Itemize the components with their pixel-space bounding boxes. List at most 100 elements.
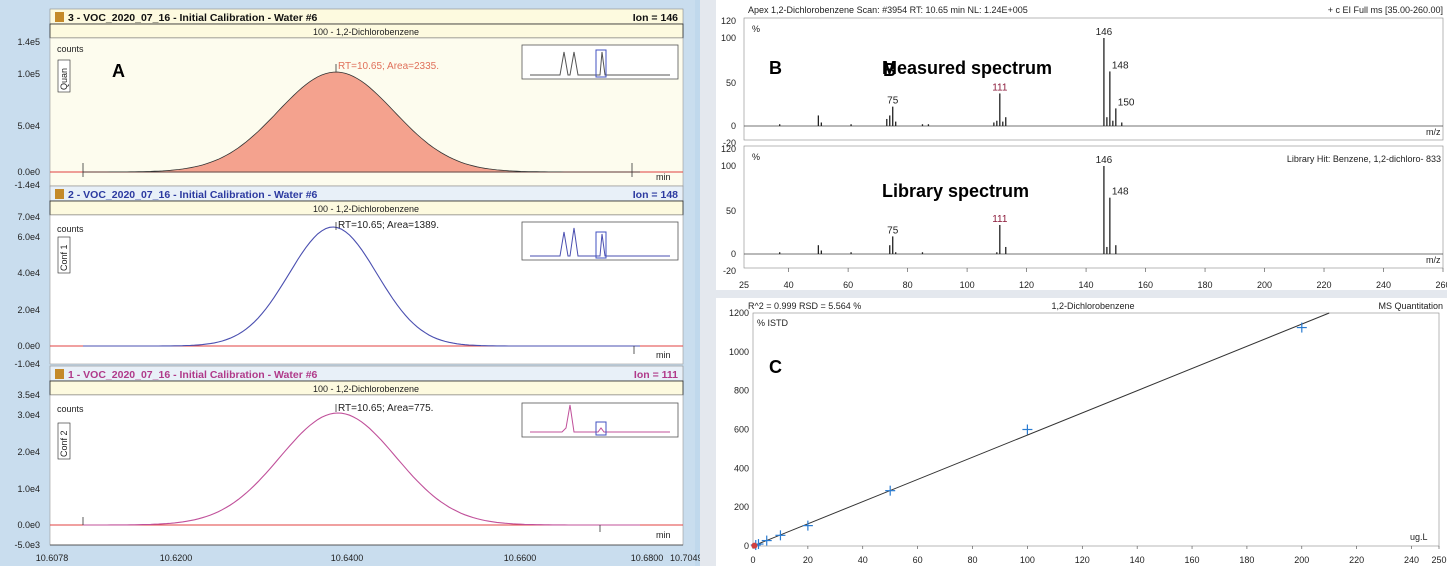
calib-x-ticks: 0 20 40 60 80 100 120 140 160 180 200 220 240 250 [750,546,1447,565]
svg-text:-1.0e4: -1.0e4 [14,359,40,369]
svg-text:3.0e4: 3.0e4 [17,410,40,420]
calibration-point[interactable] [802,520,813,531]
svg-text:0: 0 [731,249,736,259]
calibration-point[interactable] [885,485,896,496]
svg-text:120: 120 [721,16,736,26]
horizontal-splitter[interactable] [716,290,1447,298]
chrom-compound: 100 - 1,2-Dichlorobenzene [313,384,419,394]
peak-label: 148 [1112,187,1129,198]
x-tick: 25 [739,280,749,290]
peak-label: 150 [1118,97,1135,108]
mz-units: m/z [1426,127,1441,137]
peak-label: 75 [887,96,899,107]
calibration-point[interactable] [775,530,786,541]
measured-spectrum[interactable]: % B Measured spectrum 146 148 150 111 75 m/z [743,17,1444,141]
x-tick: 260 [1435,280,1447,290]
peak-label: 111 [992,214,1008,225]
thumbnail-overview[interactable] [521,44,679,80]
svg-text:0.0e0: 0.0e0 [17,341,40,351]
y-tick: 0 [744,541,749,551]
y-axis-labels: 1.4e5 1.0e5 5.0e4 0.0e0 -1.4e4 7.0e4 6.0… [14,37,40,550]
units-min: min [656,530,671,540]
peak-label: 146 [1096,27,1113,38]
x-tick: 0 [750,555,755,565]
calibration-point[interactable] [761,535,772,546]
peak-trace [83,226,640,347]
y-tick: 600 [734,425,749,435]
y-label: % ISTD [757,318,789,328]
chrom-compound: 100 - 1,2-Dichlorobenzene [313,204,419,214]
svg-text:-1.4e4: -1.4e4 [14,180,40,190]
x-tick: 120 [1019,280,1034,290]
chromatogram-quan[interactable]: 3 - VOC_2020_07_16 - Initial Calibration… [49,8,684,187]
calib-y-ticks: 1200 1000 800 600 400 200 0 [729,308,749,551]
svg-text:0.0e0: 0.0e0 [17,520,40,530]
role-tag: Conf 1 [57,236,71,274]
svg-text:10.6078: 10.6078 [36,553,69,563]
x-units: ug.L [1410,532,1428,542]
thumbnail-overview[interactable] [521,221,679,261]
chrom-title: 1 - VOC_2020_07_16 - Initial Calibration… [68,369,318,381]
peak-label: 146 [1096,155,1113,166]
counts-label: counts [57,224,84,234]
x-tick: 240 [1404,555,1419,565]
x-tick: 180 [1239,555,1254,565]
x-tick: 180 [1198,280,1213,290]
peak-label: 111 [992,82,1008,93]
x-tick: 40 [784,280,794,290]
calibration-point[interactable] [1296,322,1307,333]
chromatogram-icon [55,12,64,22]
svg-text:Quan: Quan [59,68,69,90]
counts-label: counts [57,44,84,54]
svg-text:5.0e4: 5.0e4 [17,121,40,131]
x-tick: 200 [1294,555,1309,565]
chrom-ion: Ion = 111 [634,369,678,381]
vertical-splitter[interactable] [700,0,716,566]
calibration-panel: R^2 = 0.999 RSD = 5.564 % 1,2-Dichlorobe… [716,298,1447,566]
fit-statistics: R^2 = 0.999 RSD = 5.564 % [748,301,861,311]
y-tick: 400 [734,463,749,473]
spectrum-header: Apex 1,2-Dichlorobenzene Scan: #3954 RT:… [748,5,1028,15]
thumbnail-overview[interactable] [521,402,679,438]
svg-text:50: 50 [726,206,736,216]
peak-annotation: RT=10.65; Area=1389. [338,220,439,231]
svg-text:Conf 1: Conf 1 [59,244,69,271]
x-tick: 80 [968,555,978,565]
x-tick: 100 [960,280,975,290]
x-tick: 220 [1317,280,1332,290]
panel-letter-b: B [883,60,896,80]
x-tick: 160 [1138,280,1153,290]
calibration-plot[interactable] [750,312,1330,551]
library-spectrum[interactable]: % Library Hit: Benzene, 1,2-dichloro- 83… [743,145,1444,269]
peak-area [83,71,640,173]
svg-text:-5.0e3: -5.0e3 [14,540,40,550]
x-tick: 80 [903,280,913,290]
x-tick: 140 [1079,280,1094,290]
peak-annotation: RT=10.65; Area=2335. [338,61,439,72]
svg-text:10.6600: 10.6600 [504,553,537,563]
peak-trace [83,412,640,526]
spectra-y-ticks: 120 100 50 0 -20 120 100 50 0 -20 [721,16,736,276]
chromatogram-conf2[interactable]: 1 - VOC_2020_07_16 - Initial Calibration… [49,365,684,546]
chrom-compound: 100 - 1,2-Dichlorobenzene [313,27,419,37]
counts-label: counts [57,404,84,414]
x-tick: 200 [1257,280,1272,290]
peak-annotation: RT=10.65; Area=775. [338,403,433,414]
panel-letter-c: C [769,357,782,377]
percent-label: % [752,24,760,34]
chromatogram-panel: 3 - VOC_2020_07_16 - Initial Calibration… [0,0,700,566]
library-spectrum-label: Library spectrum [882,181,1030,201]
x-tick: 60 [913,555,923,565]
peak-label: 75 [887,225,899,236]
peak-label: 148 [1112,60,1129,71]
svg-text:2.0e4: 2.0e4 [17,305,40,315]
svg-text:1.0e5: 1.0e5 [17,69,40,79]
x-tick: 60 [843,280,853,290]
svg-text:100: 100 [721,33,736,43]
calibration-point[interactable] [1022,424,1033,435]
role-tag: Quan [57,59,71,93]
chromatogram-conf1[interactable]: 2 - VOC_2020_07_16 - Initial Calibration… [49,185,684,365]
role-tag: Conf 2 [57,422,71,460]
y-tick: 800 [734,386,749,396]
svg-text:120: 120 [721,144,736,154]
